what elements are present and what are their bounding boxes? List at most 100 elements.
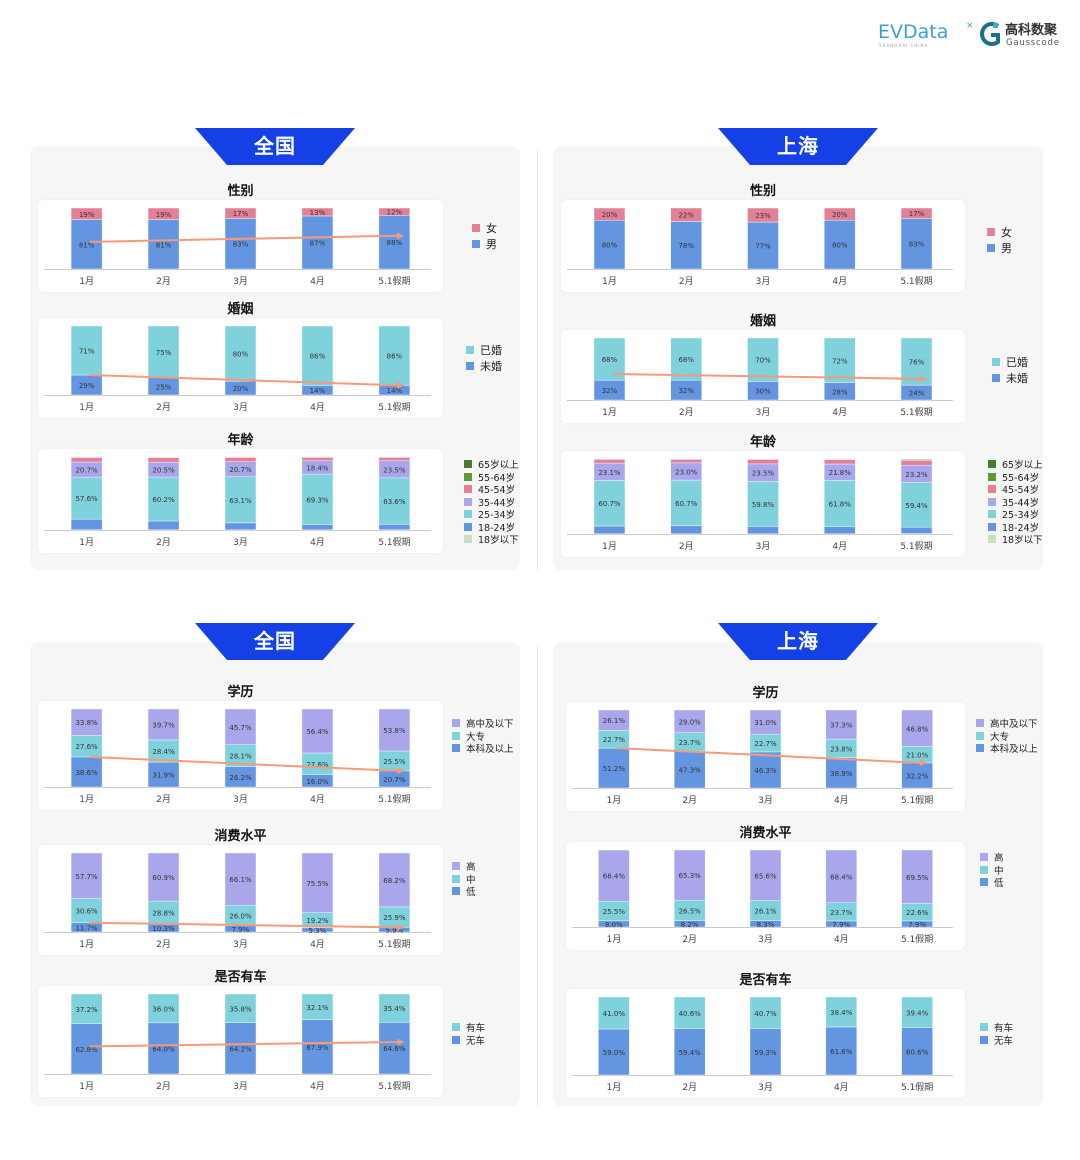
bar-segment-18-24岁 (70, 518, 103, 531)
chart-title: 性别 (749, 184, 776, 199)
data-label: 29.0% (679, 718, 702, 726)
bar-segment-女 (593, 207, 626, 221)
data-label: 19% (156, 211, 172, 219)
data-label: 66.1% (229, 876, 252, 884)
bar-segment-本科及以上 (749, 751, 782, 789)
data-label: 18.4% (306, 464, 329, 472)
data-label: 65.6% (754, 872, 777, 880)
bar-segment-45-54岁 (824, 459, 856, 465)
chart-legend: 高中及以下 大专 本科及以上 (976, 717, 1038, 755)
x-tick-label: 2月 (679, 276, 694, 287)
x-tick-label: 3月 (233, 402, 248, 413)
bar-segment-18-24岁 (224, 522, 257, 531)
legend-swatch (980, 1023, 988, 1032)
x-tick-label: 4月 (834, 934, 849, 945)
data-label: 68.2% (383, 877, 406, 885)
bar-segment-女 (747, 207, 779, 223)
data-label: 23.7% (830, 909, 853, 917)
data-label: 38.6% (75, 769, 98, 777)
bar-segment-高中及以下 (378, 708, 411, 752)
x-tick-label: 3月 (756, 276, 771, 287)
data-label: 37.2% (75, 1006, 98, 1014)
bar-segment-女 (147, 207, 180, 220)
trend-arrow (89, 373, 399, 387)
chart-title: 消费水平 (739, 826, 792, 841)
legend-label: 高 (466, 862, 476, 874)
trend-arrow (616, 747, 922, 764)
data-label: 20.7% (229, 466, 252, 474)
trend-arrow-head (397, 232, 405, 240)
data-label: 35.8% (229, 1005, 252, 1013)
chart-card: 59.0% 41.0% 1月 59.4% 40.6% 2月 59.3% 40.7% 3月 61.6… (566, 989, 965, 1098)
data-label: 59.4% (679, 1049, 702, 1057)
x-tick-label: 4月 (834, 1082, 849, 1093)
data-label: 10.3% (152, 925, 175, 933)
data-label: 23.8% (830, 745, 853, 753)
bar-segment-已婚 (824, 337, 856, 383)
data-label: 40.6% (679, 1010, 702, 1018)
legend-label: 未婚 (1006, 372, 1028, 385)
x-tick-label: 1月 (79, 402, 94, 413)
banner-shanghai: 上海 (718, 623, 878, 660)
bar-segment-本科及以上 (825, 757, 858, 789)
data-label: 32% (602, 387, 618, 395)
gausscode-logo: 高科数聚 Gausscode (978, 20, 1073, 54)
bar-segment-女 (824, 207, 856, 221)
legend-item: 男 (987, 240, 1012, 256)
x-tick-label: 3月 (233, 939, 248, 950)
data-label: 26.0% (229, 912, 252, 920)
legend-item: 18-24岁 (988, 521, 1043, 534)
legend-swatch (464, 522, 472, 531)
x-tick-label: 4月 (310, 794, 325, 805)
data-label: 26.5% (679, 907, 702, 915)
data-label: 20.7% (75, 467, 98, 475)
bar-segment-女 (378, 207, 411, 216)
x-tick-label: 3月 (758, 934, 773, 945)
data-label: 5.3% (309, 927, 327, 935)
data-label: 60.7% (675, 500, 698, 508)
data-label: 25.9% (383, 914, 406, 922)
chart-title: 是否有车 (214, 970, 267, 985)
chart-title: 消费水平 (214, 829, 267, 844)
x-tick-label: 1月 (79, 276, 94, 287)
bar-segment-男 (593, 219, 626, 270)
legend-item: 高 (452, 860, 476, 873)
legend-item: 55-64岁 (988, 471, 1043, 484)
legend-swatch (464, 485, 472, 494)
trend-arrow-head (397, 1038, 405, 1046)
legend-swatch (452, 1035, 460, 1044)
legend-item: 未婚 (466, 358, 502, 374)
legend-label: 高中及以下 (990, 719, 1038, 731)
bar-segment-无车 (673, 1028, 706, 1076)
trend-arrow (89, 1040, 399, 1048)
legend-label: 高 (994, 853, 1004, 865)
x-tick-label: 1月 (79, 1081, 94, 1092)
bar-segment-高 (301, 852, 334, 913)
x-tick-label: 1月 (602, 276, 617, 287)
evdata-logo: EVData × SHANGHAI CHINA (878, 18, 974, 54)
x-tick-label: 2月 (156, 939, 171, 950)
bar-segment-无车 (147, 1022, 180, 1075)
data-label: 86% (310, 353, 326, 361)
x-tick-label: 1月 (79, 794, 94, 805)
trend-arrow-head (919, 375, 927, 383)
legend-label: 65岁以上 (1002, 460, 1043, 472)
bar-segment-无车 (901, 1027, 933, 1076)
legend-label: 45-54岁 (1002, 485, 1040, 497)
x-tick-label: 2月 (156, 794, 171, 805)
data-label: 59.0% (603, 1049, 626, 1057)
x-tick-label: 5.1假期 (378, 537, 410, 548)
legend-label: 中 (994, 865, 1004, 877)
bar-segment-高中及以下 (301, 708, 334, 754)
stacked-bar-chart: 80% 20% 1月 78% 22% 2月 77% 23% 3月 80% 20% 4月 83% 17% 5.… (567, 207, 953, 287)
stacked-bar-chart: 60.7% 23.1% 1月 60.7% 23.0% 2月 59.8% 23.5% 3月 61.8… (567, 458, 953, 552)
data-label: 23.0% (675, 468, 698, 476)
bar-segment-有车 (901, 996, 933, 1028)
chart-card: 29% 71% 1月 25% 75% 2月 20% 80% 3月 14% 86% 4月 14% 86% 5.… (38, 318, 443, 418)
data-label: 28% (832, 388, 848, 396)
bar-segment-25-34岁 (824, 480, 856, 527)
bar-segment-有车 (224, 993, 257, 1023)
bar-segment-45-54岁 (378, 457, 411, 461)
stacked-bar-chart: 57.6% 20.7% 1月 60.2% 20.5% 2月 63.1% 20.7% 3月 69.3… (44, 456, 431, 548)
bar-segment-18-24岁 (301, 524, 334, 531)
